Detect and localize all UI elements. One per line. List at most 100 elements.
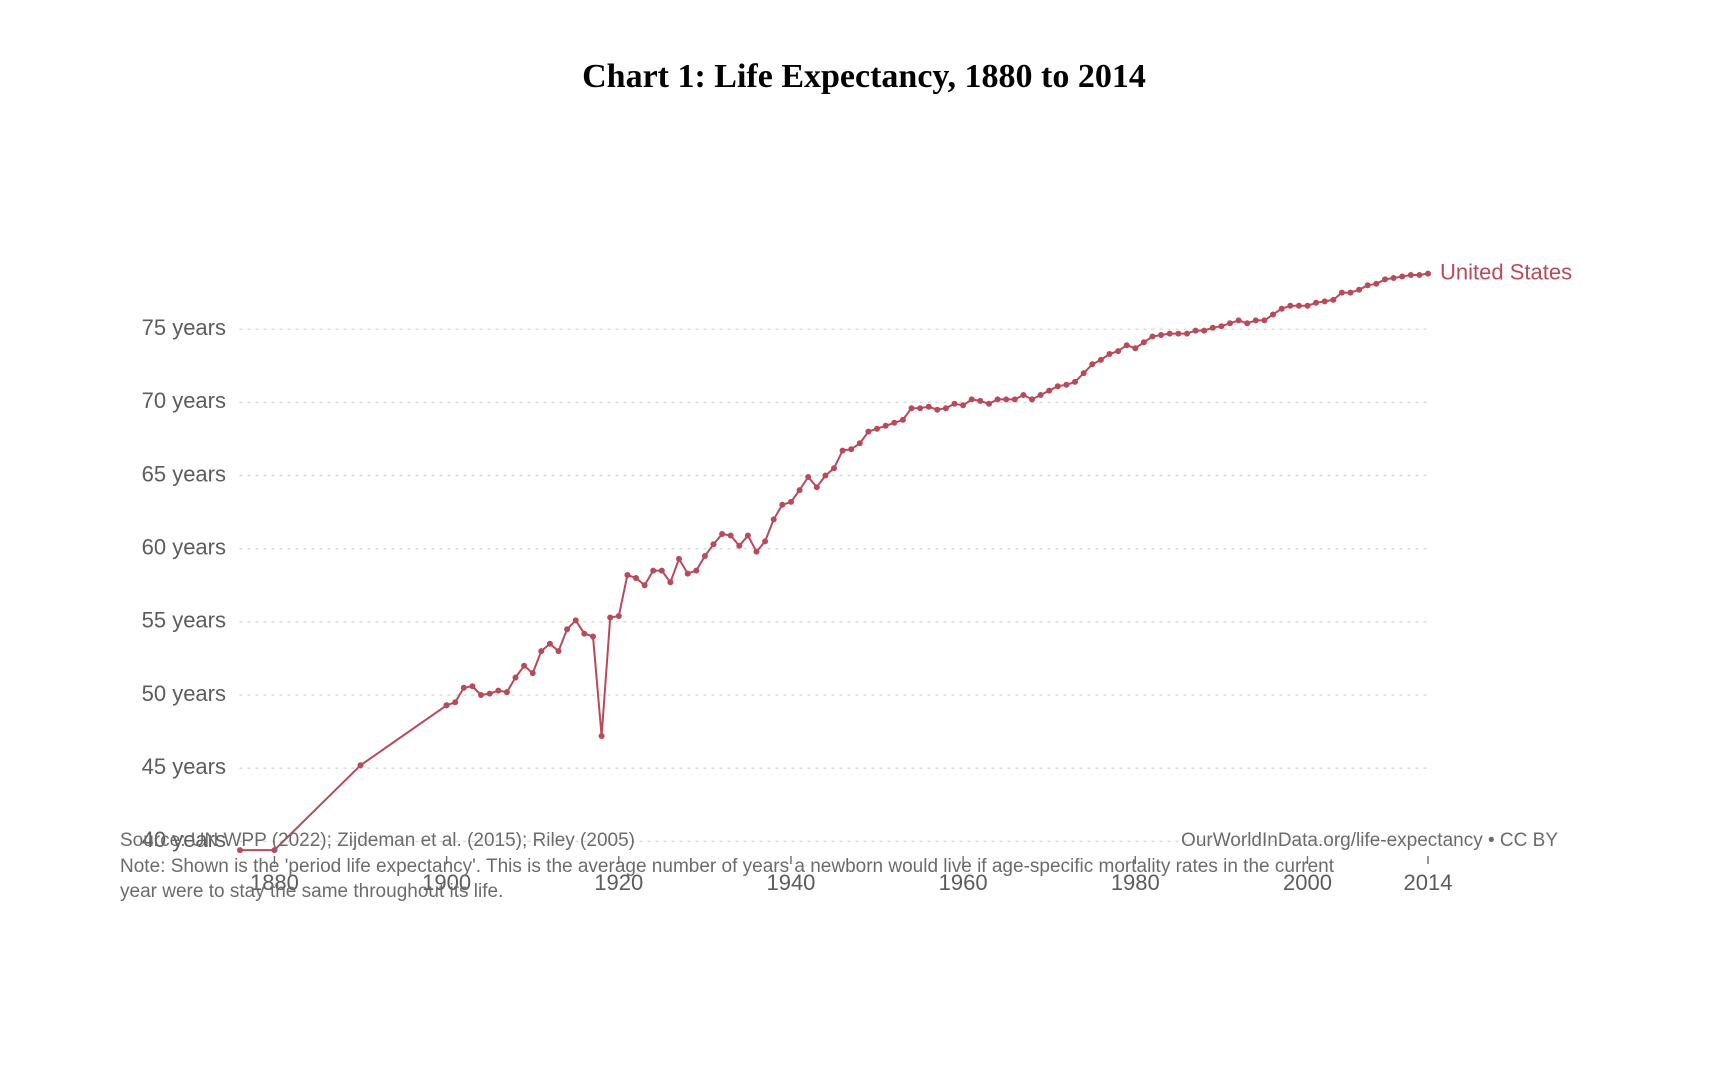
- chart-footer: Source: UN WPP (2022); Zijdeman et al. (…: [120, 828, 1558, 905]
- series-marker: [995, 396, 1001, 402]
- series-marker: [1305, 303, 1311, 309]
- series-marker: [917, 405, 923, 411]
- series-marker: [642, 582, 648, 588]
- series-marker: [650, 568, 656, 574]
- series-marker: [874, 426, 880, 432]
- series-marker: [805, 474, 811, 480]
- series-marker: [1218, 323, 1224, 329]
- series-marker: [822, 473, 828, 479]
- series-marker: [1124, 342, 1130, 348]
- series-marker: [1270, 312, 1276, 318]
- series-marker: [478, 692, 484, 698]
- series-marker: [702, 553, 708, 559]
- page: Chart 1: Life Expectancy, 1880 to 2014 4…: [0, 0, 1728, 980]
- series-marker: [952, 401, 958, 407]
- life-expectancy-chart: 40 years45 years50 years55 years60 years…: [0, 96, 1728, 1076]
- series-marker: [1132, 345, 1138, 351]
- series-marker: [1184, 331, 1190, 337]
- series-marker: [1029, 396, 1035, 402]
- series-marker: [693, 568, 699, 574]
- series-marker: [556, 648, 562, 654]
- series-marker: [1348, 290, 1354, 296]
- series-marker: [1055, 383, 1061, 389]
- footer-row-1: Source: UN WPP (2022); Zijdeman et al. (…: [120, 828, 1558, 854]
- series-marker: [1330, 297, 1336, 303]
- series-marker: [1373, 281, 1379, 287]
- series-marker: [461, 685, 467, 691]
- series-marker: [1287, 303, 1293, 309]
- series-marker: [1012, 396, 1018, 402]
- series-marker: [1115, 348, 1121, 354]
- series-marker: [513, 675, 519, 681]
- series-marker: [1296, 303, 1302, 309]
- series-marker: [469, 683, 475, 689]
- series-marker: [581, 631, 587, 637]
- series-marker: [891, 420, 897, 426]
- series-label: United States: [1440, 260, 1572, 285]
- series-marker: [1107, 351, 1113, 357]
- y-tick-label: 60 years: [142, 534, 226, 559]
- series-marker: [633, 575, 639, 581]
- series-marker: [797, 487, 803, 493]
- attribution-text: OurWorldInData.org/life-expectancy • CC …: [1181, 828, 1558, 854]
- series-marker: [728, 533, 734, 539]
- series-marker: [624, 572, 630, 578]
- series-marker: [358, 762, 364, 768]
- series-marker: [667, 579, 673, 585]
- series-marker: [745, 533, 751, 539]
- series-marker: [452, 699, 458, 705]
- series-marker: [1322, 298, 1328, 304]
- series-line: [447, 274, 1428, 736]
- series-marker: [547, 641, 553, 647]
- series-marker: [1244, 320, 1250, 326]
- series-marker: [934, 407, 940, 413]
- y-tick-label: 75 years: [142, 315, 226, 340]
- series-marker: [1175, 331, 1181, 337]
- series-marker: [1416, 272, 1422, 278]
- series-marker: [857, 440, 863, 446]
- series-marker: [607, 615, 613, 621]
- series-marker: [495, 688, 501, 694]
- y-tick-label: 45 years: [142, 754, 226, 779]
- series-marker: [762, 538, 768, 544]
- series-marker: [736, 543, 742, 549]
- series-marker: [1261, 317, 1267, 323]
- series-marker: [444, 702, 450, 708]
- series-marker: [1167, 331, 1173, 337]
- series-marker: [659, 568, 665, 574]
- series-marker: [504, 689, 510, 695]
- series-marker: [1339, 290, 1345, 296]
- series-marker: [1356, 287, 1362, 293]
- series-marker: [1227, 320, 1233, 326]
- y-tick-label: 70 years: [142, 388, 226, 413]
- series-marker: [969, 396, 975, 402]
- chart-container: 40 years45 years50 years55 years60 years…: [0, 96, 1728, 1076]
- series-marker: [1399, 274, 1405, 280]
- series-marker: [676, 556, 682, 562]
- series-marker: [1038, 392, 1044, 398]
- chart-title: Chart 1: Life Expectancy, 1880 to 2014: [0, 0, 1728, 96]
- series-marker: [779, 502, 785, 508]
- series-marker: [685, 571, 691, 577]
- series-marker: [771, 516, 777, 522]
- series-marker: [865, 429, 871, 435]
- series-marker: [1081, 370, 1087, 376]
- series-marker: [1365, 282, 1371, 288]
- series-marker: [1193, 328, 1199, 334]
- series-marker: [1020, 392, 1026, 398]
- series-marker: [1201, 328, 1207, 334]
- series-marker: [1089, 361, 1095, 367]
- series-marker: [840, 448, 846, 454]
- series-marker: [1003, 396, 1009, 402]
- y-tick-label: 50 years: [142, 681, 226, 706]
- series-marker: [788, 499, 794, 505]
- series-marker: [1253, 317, 1259, 323]
- series-marker: [1150, 334, 1156, 340]
- series-marker: [1425, 271, 1431, 277]
- series-marker: [1382, 276, 1388, 282]
- series-marker: [521, 663, 527, 669]
- series-marker: [1046, 388, 1052, 394]
- series-marker: [573, 617, 579, 623]
- note-text: Note: Shown is the 'period life expectan…: [120, 854, 1350, 905]
- series-marker: [719, 531, 725, 537]
